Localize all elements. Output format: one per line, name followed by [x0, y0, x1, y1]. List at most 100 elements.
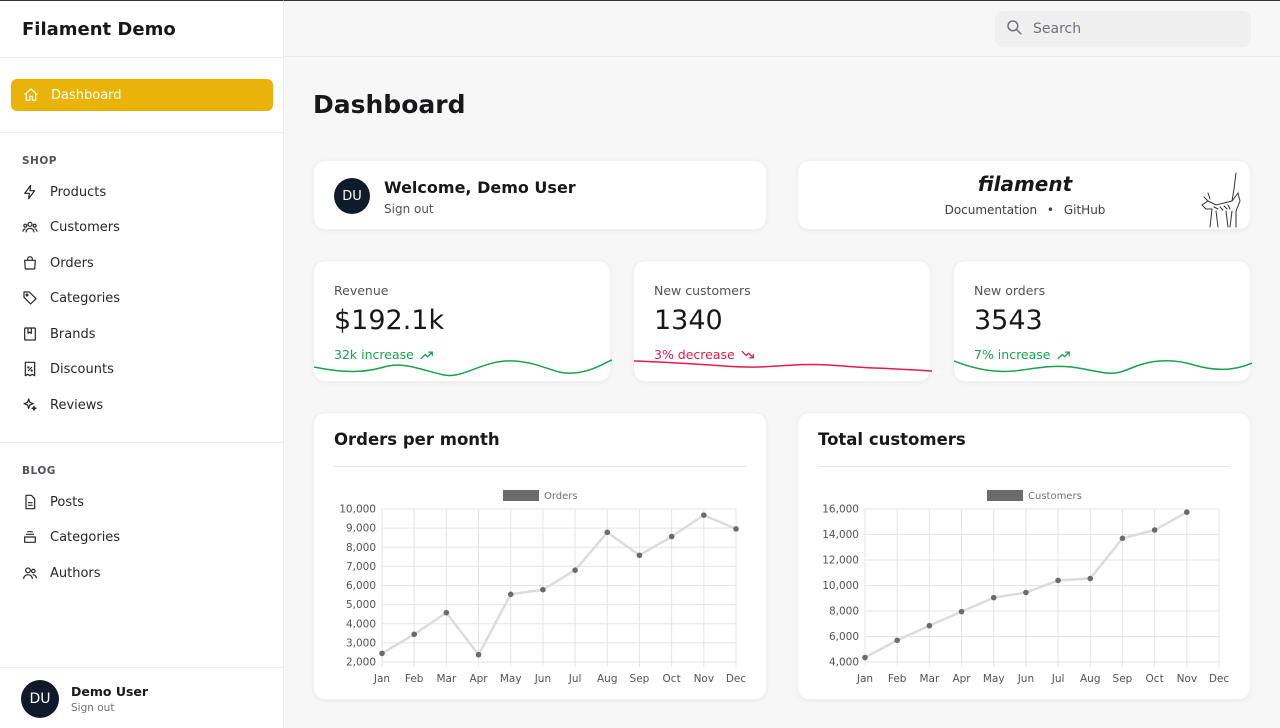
- x-tick-label: Jan: [856, 673, 873, 685]
- x-tick-label: Feb: [888, 673, 907, 685]
- stat-label: Revenue: [334, 283, 389, 298]
- y-tick-label: 7,000: [346, 561, 376, 573]
- sidebar-item-label: Categories: [50, 290, 121, 306]
- legend-swatch: [987, 490, 1023, 501]
- legend-label: Customers: [1028, 491, 1082, 502]
- data-point: [411, 631, 417, 638]
- stat-delta-text: 7% increase: [974, 347, 1051, 362]
- y-tick-label: 2,000: [346, 657, 376, 669]
- data-point: [379, 650, 385, 657]
- welcome-title: Welcome, Demo User: [384, 178, 576, 197]
- data-point: [733, 526, 739, 532]
- y-tick-label: 16,000: [822, 504, 859, 516]
- legend-label: Orders: [544, 491, 578, 502]
- divider: [334, 466, 746, 467]
- sidebar-item-brands[interactable]: Brands: [22, 322, 96, 346]
- search-box[interactable]: [995, 11, 1251, 47]
- x-tick-label: Dec: [1209, 673, 1230, 685]
- data-point: [475, 651, 482, 658]
- document-icon: [22, 494, 38, 510]
- home-icon: [23, 87, 39, 103]
- data-point: [926, 622, 933, 629]
- new-orders-sparkline: [954, 360, 1252, 374]
- x-tick-label: Oct: [663, 673, 681, 685]
- x-tick-label: Aug: [1080, 673, 1101, 685]
- y-tick-label: 10,000: [339, 504, 376, 516]
- y-tick-label: 8,000: [346, 542, 376, 554]
- chart-legend: Orders: [503, 490, 578, 502]
- stat-value: 1340: [654, 305, 723, 336]
- tag-icon: [22, 290, 38, 306]
- github-link[interactable]: GitHub: [1063, 203, 1106, 217]
- sign-out-link[interactable]: Sign out: [384, 202, 434, 216]
- sidebar-item-posts[interactable]: Posts: [22, 490, 84, 514]
- x-tick-label: Jul: [1051, 673, 1065, 685]
- page-title: Dashboard: [313, 90, 466, 119]
- chart-title: Orders per month: [334, 430, 500, 449]
- sidebar-item-authors[interactable]: Authors: [22, 561, 101, 585]
- x-tick-label: May: [500, 673, 522, 685]
- x-tick-label: Sep: [1113, 673, 1133, 685]
- stat-card-new-customers: New customers 1340 3% decrease: [633, 260, 932, 382]
- brand-title[interactable]: Filament Demo: [0, 1, 283, 58]
- chart-title: Total customers: [818, 430, 966, 449]
- data-point: [636, 552, 643, 559]
- orders-per-month-chart: Orders 2,000 3,000 4,000 5,000 6,000 7,000 8,00…: [339, 490, 747, 685]
- divider: [0, 132, 283, 133]
- sidebar-item-label: Discounts: [50, 361, 114, 377]
- stat-value: $192.1k: [334, 305, 445, 336]
- x-tick-label: Jun: [1017, 673, 1034, 685]
- series-line: [381, 513, 737, 656]
- y-tick-label: 8,000: [829, 606, 859, 618]
- data-point: [862, 654, 868, 661]
- y-tick-label: 4,000: [346, 618, 376, 630]
- y-tick-label: 12,000: [822, 555, 859, 567]
- x-tick-label: Jul: [568, 673, 582, 685]
- y-tick-label: 6,000: [346, 580, 376, 592]
- y-tick-label: 14,000: [822, 529, 859, 541]
- sidebar-item-customers[interactable]: Customers: [22, 215, 120, 239]
- revenue-sparkline: [314, 359, 612, 377]
- sidebar-item-blog-categories[interactable]: Categories: [22, 525, 120, 549]
- data-point: [507, 591, 514, 598]
- x-tick-label: Dec: [726, 673, 747, 685]
- user-group-icon: [22, 565, 38, 581]
- topbar: [284, 0, 1280, 57]
- sidebar-item-label: Reviews: [50, 397, 104, 413]
- sidebar-item-dashboard[interactable]: Dashboard: [11, 79, 273, 111]
- sidebar-item-label: Dashboard: [51, 87, 122, 103]
- sidebar-item-label: Authors: [50, 565, 101, 581]
- data-point: [701, 512, 707, 518]
- shopping-bag-icon: [22, 255, 38, 271]
- y-tick-label: 6,000: [829, 631, 859, 643]
- sidebar-item-reviews[interactable]: Reviews: [22, 393, 103, 417]
- sidebar-item-categories[interactable]: Categories: [22, 286, 120, 310]
- user-menu[interactable]: DU Demo User Sign out: [0, 667, 283, 728]
- stat-delta: 3% decrease: [654, 347, 755, 362]
- user-name: Demo User: [71, 683, 149, 699]
- y-tick-label: 4,000: [829, 657, 859, 669]
- receipt-percent-icon: [22, 361, 38, 377]
- sidebar-item-label: Brands: [50, 326, 96, 342]
- sidebar-item-label: Posts: [50, 494, 84, 510]
- group-label-shop: SHOP: [22, 155, 57, 167]
- documentation-link[interactable]: Documentation: [944, 203, 1038, 217]
- x-tick-label: Apr: [469, 673, 488, 685]
- x-tick-label: Feb: [405, 673, 424, 685]
- y-tick-label: 9,000: [346, 523, 376, 535]
- welcome-card: DU Welcome, Demo User Sign out: [313, 160, 767, 230]
- sign-out-link[interactable]: Sign out: [71, 701, 115, 714]
- data-point: [1184, 509, 1190, 515]
- y-tick-label: 3,000: [346, 637, 376, 649]
- sidebar: Filament Demo Dashboard SHOP Products Cu…: [0, 0, 284, 728]
- search-input[interactable]: [1033, 21, 1233, 37]
- x-tick-label: Apr: [952, 673, 971, 685]
- stat-delta-text: 32k increase: [334, 347, 414, 362]
- sidebar-item-orders[interactable]: Orders: [22, 251, 94, 275]
- stat-card-new-orders: New orders 3543 7% increase: [953, 260, 1252, 382]
- new-customers-sparkline: [634, 360, 932, 372]
- bolt-icon: [22, 184, 38, 200]
- sidebar-item-products[interactable]: Products: [22, 180, 106, 204]
- sidebar-item-discounts[interactable]: Discounts: [22, 357, 114, 381]
- x-tick-label: May: [983, 673, 1005, 685]
